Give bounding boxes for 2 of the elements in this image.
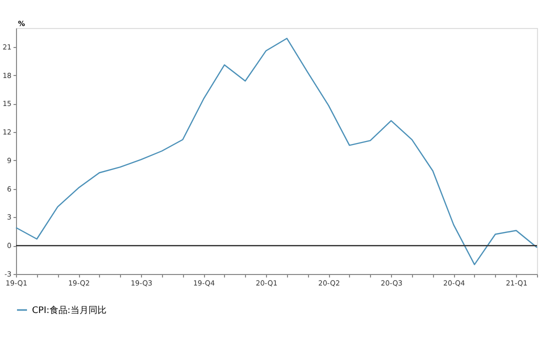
line-series xyxy=(15,38,538,266)
legend-label: CPI:食品:当月同比 xyxy=(32,305,106,316)
